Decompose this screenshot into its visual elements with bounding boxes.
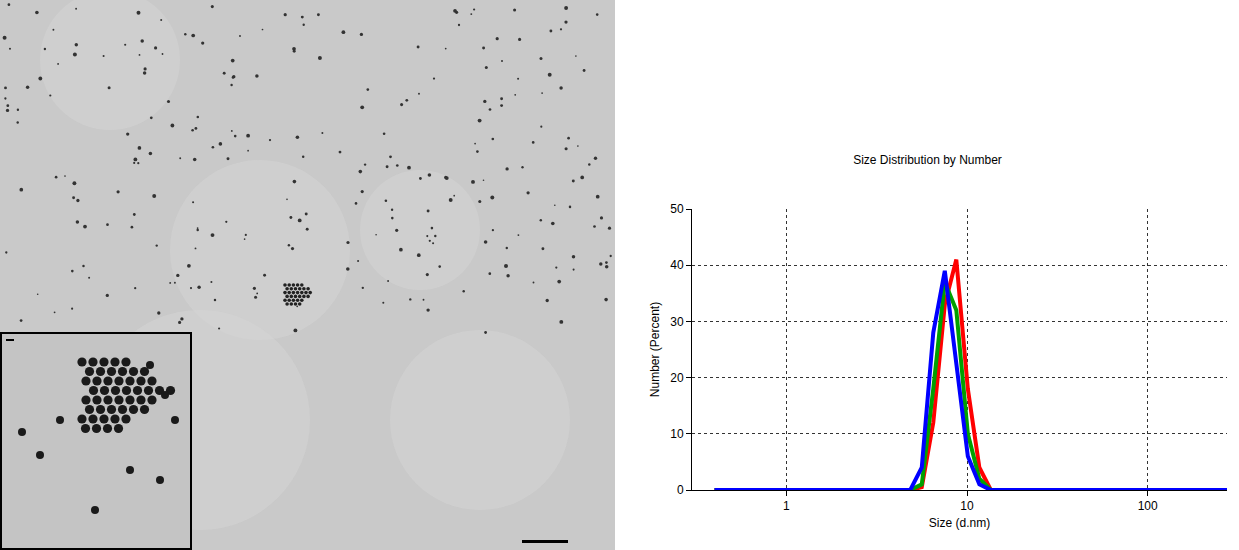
svg-text:20: 20 xyxy=(670,371,684,385)
svg-text:100: 100 xyxy=(1138,499,1158,513)
svg-text:Size (d.nm): Size (d.nm) xyxy=(929,516,990,530)
svg-text:10: 10 xyxy=(960,499,974,513)
svg-text:40: 40 xyxy=(670,258,684,272)
svg-text:Size Distribution by Number: Size Distribution by Number xyxy=(853,153,1002,167)
svg-text:1: 1 xyxy=(783,499,790,513)
svg-text:10: 10 xyxy=(670,427,684,441)
svg-text:0: 0 xyxy=(677,483,684,497)
svg-text:Number (Percent): Number (Percent) xyxy=(648,302,662,397)
svg-text:50: 50 xyxy=(670,202,684,216)
svg-text:30: 30 xyxy=(670,315,684,329)
